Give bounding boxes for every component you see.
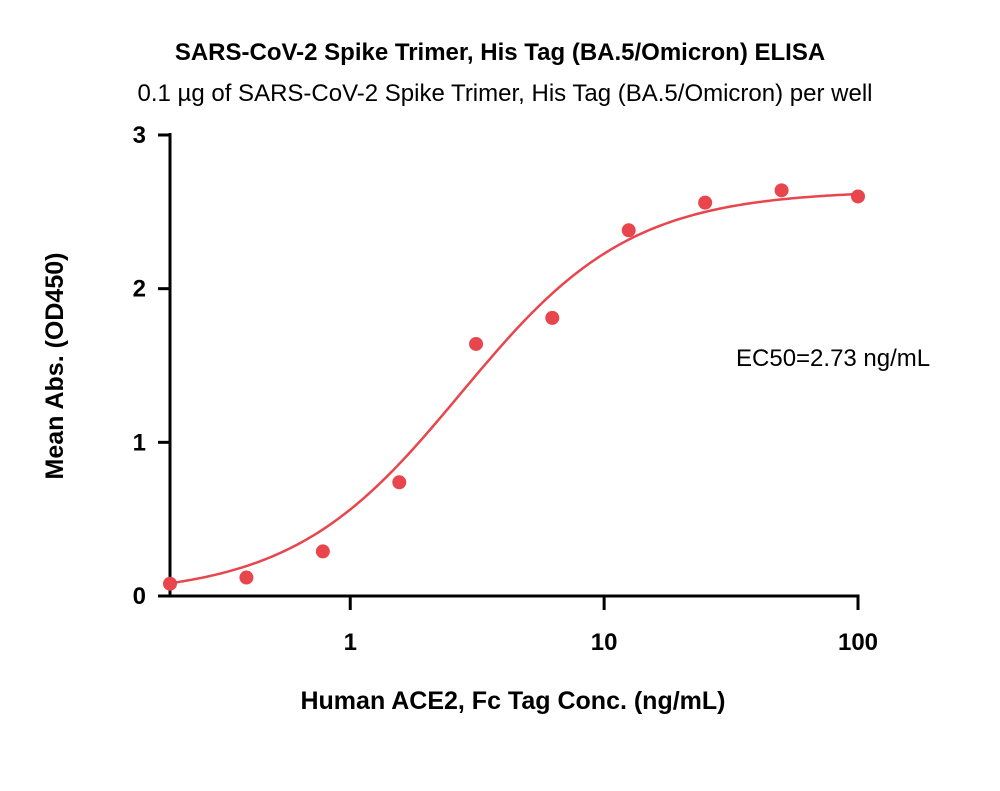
y-tick-label: 3 xyxy=(133,122,146,149)
data-point xyxy=(774,183,789,198)
x-tick-label: 1 xyxy=(344,629,357,656)
y-tick-label: 1 xyxy=(133,429,146,456)
x-tick-label: 10 xyxy=(591,629,618,656)
x-axis-label: Human ACE2, Fc Tag Conc. (ng/mL) xyxy=(300,687,725,715)
data-point xyxy=(392,475,407,490)
data-point xyxy=(621,223,636,238)
data-point xyxy=(545,310,560,325)
data-point xyxy=(851,189,865,204)
plot-area: 0 1 2 3 1 10 100 xyxy=(133,122,878,656)
data-point xyxy=(315,544,330,559)
y-tick-label: 2 xyxy=(133,276,146,303)
y-tick-label: 0 xyxy=(133,583,146,610)
data-point xyxy=(163,576,177,591)
ec50-annotation: EC50=2.73 ng/mL xyxy=(736,345,930,372)
x-tick-label: 100 xyxy=(838,629,878,656)
data-point xyxy=(698,195,713,210)
chart-title: SARS-CoV-2 Spike Trimer, His Tag (BA.5/O… xyxy=(175,39,825,66)
data-point xyxy=(469,336,484,351)
y-axis-label: Mean Abs. (OD450) xyxy=(41,253,69,480)
data-point xyxy=(239,570,254,585)
fit-curve xyxy=(169,192,859,585)
chart-subtitle: 0.1 µg of SARS-CoV-2 Spike Trimer, His T… xyxy=(138,80,873,107)
